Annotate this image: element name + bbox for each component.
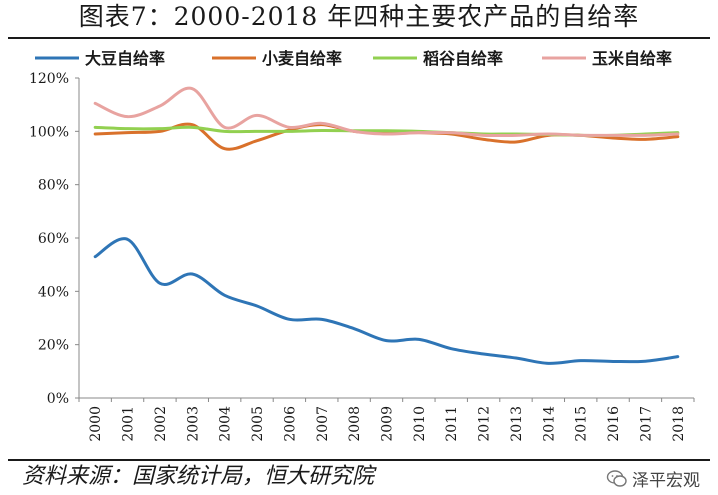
- source-divider: [8, 459, 710, 461]
- y-tick-label: 40%: [38, 284, 69, 300]
- x-tick-label: 2003: [185, 406, 201, 442]
- x-tick-label: 2018: [671, 406, 687, 442]
- legend-label-rice: 稻谷自给率: [423, 49, 503, 68]
- chart-title: 图表7：2000-2018 年四种主要农产品的自给率: [78, 2, 640, 31]
- x-tick-label: 2012: [477, 406, 493, 442]
- x-tick-label: 2007: [315, 406, 331, 442]
- watermark: 泽平宏观: [606, 466, 700, 491]
- x-tick-label: 2016: [606, 406, 622, 442]
- x-tick-label: 2015: [574, 406, 590, 442]
- x-tick-label: 2008: [347, 406, 363, 442]
- x-tick-label: 2004: [218, 406, 234, 442]
- wechat-icon: [606, 469, 627, 487]
- title-divider: [8, 37, 710, 39]
- watermark-text: 泽平宏观: [632, 471, 700, 491]
- x-tick-label: 2013: [509, 406, 525, 442]
- legend-label-corn: 玉米自给率: [592, 49, 672, 68]
- series-line-corn: [93, 86, 680, 138]
- line-chart: 0% 20% 40% 60% 80% 100% 120% 2000 2001 2002 2003 20…: [29, 49, 695, 442]
- y-tick-label: 0%: [47, 391, 69, 407]
- x-tick-label: 2001: [121, 406, 137, 442]
- legend-label-wheat: 小麦自给率: [262, 49, 342, 68]
- y-tick-label: 120%: [29, 71, 69, 87]
- y-tick-label: 100%: [29, 124, 69, 140]
- x-tick-label: 2005: [250, 406, 266, 442]
- y-tick-label: 80%: [38, 178, 69, 194]
- x-tick-label: 2002: [153, 406, 169, 442]
- x-tick-label: 2010: [412, 406, 428, 442]
- x-tick-label: 2017: [638, 406, 654, 442]
- x-tick-label: 2000: [88, 406, 104, 442]
- x-tick-label: 2009: [380, 406, 396, 442]
- y-tick-label: 60%: [38, 231, 69, 247]
- source-note: 资料来源：国家统计局，恒大研究院: [22, 464, 375, 489]
- legend-label-soybean: 大豆自给率: [85, 49, 165, 68]
- x-tick-label: 2014: [541, 406, 557, 442]
- x-tick-label: 2011: [444, 406, 460, 442]
- y-tick-label: 20%: [38, 338, 69, 354]
- x-tick-label: 2006: [282, 406, 298, 442]
- series-line-soybean: [93, 237, 680, 365]
